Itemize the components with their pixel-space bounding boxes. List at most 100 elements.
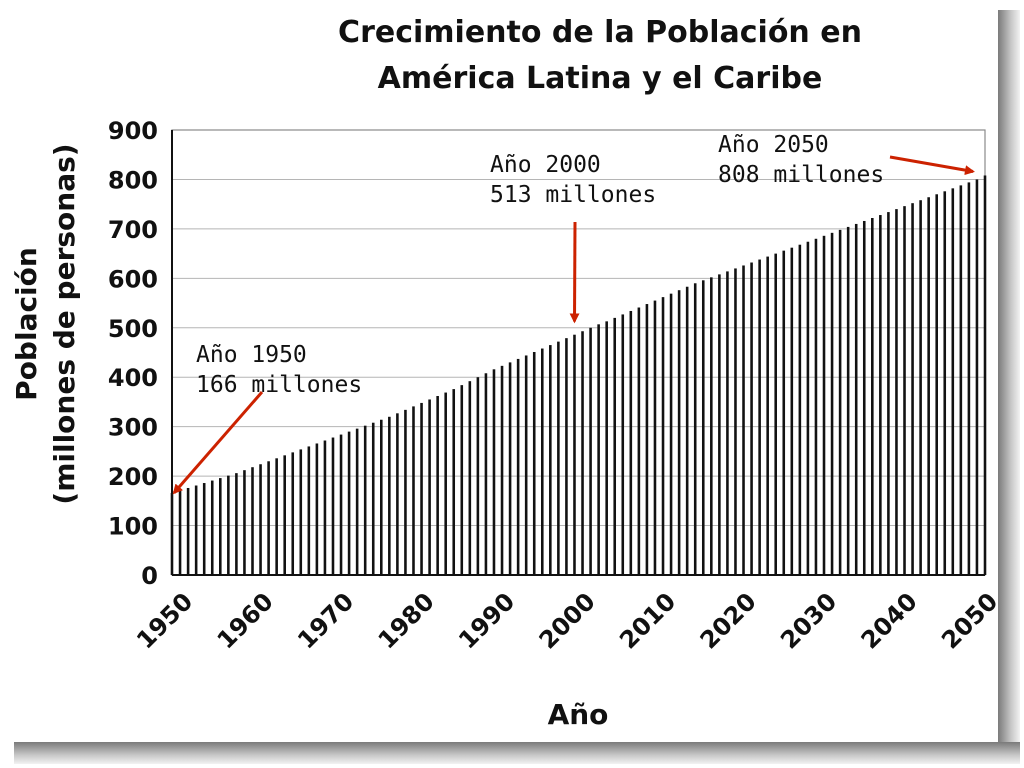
chart-title-line-1: Crecimiento de la Población en [338,15,862,50]
bar-2049 [967,182,971,575]
bar-1987 [468,381,472,575]
annotation-2050-arrow [889,155,975,176]
bar-1965 [291,452,295,575]
x-tick-label-2050: 2050 [936,587,998,654]
bar-1990 [492,369,496,575]
y-tick-label-300: 300 [108,414,158,442]
x-tick-label-2000: 2000 [534,587,601,654]
bar-1985 [452,389,456,575]
bar-1984 [444,392,447,575]
bar-2015 [693,283,697,575]
x-tick-label-2030: 2030 [775,587,842,654]
bar-2045 [935,194,938,575]
x-tick-label-1980: 1980 [373,587,440,654]
bar-2023 [758,259,761,575]
x-tick-label-2010: 2010 [614,587,681,654]
y-axis-title-line-2: (millones de personas) [48,143,81,504]
bar-2011 [661,297,665,575]
bar-1988 [476,377,480,575]
axes [171,130,985,576]
x-tick-label-2040: 2040 [856,587,923,654]
bar-2016 [701,280,705,575]
bar-1989 [484,373,488,575]
bar-2038 [879,215,882,576]
annotation-2050: Año 2050 808 millones [718,132,975,188]
y-tick-label-700: 700 [108,216,158,244]
y-tick-label-100: 100 [108,513,158,541]
bar-2000 [573,334,576,575]
bar-2040 [895,209,898,576]
bar-2008 [637,307,641,575]
bar-2021 [742,265,745,575]
bar-1978 [396,413,399,575]
chart-title-line-2: América Latina y el Caribe [378,61,823,96]
grid-lines [172,178,985,527]
bar-1951 [178,490,182,575]
bar-1993 [516,358,520,575]
bar-2006 [621,314,625,575]
bar-1959 [243,470,246,575]
bar-2009 [645,304,649,575]
bar-1999 [565,338,568,575]
drop-shadow-right [998,10,1020,756]
y-tick-label-400: 400 [108,364,158,392]
bar-2050 [975,179,979,575]
bar-2024 [766,256,769,575]
bar-2022 [750,262,753,575]
bar-1958 [235,473,238,575]
drop-shadow-bottom [14,742,1020,764]
bar-2036 [862,220,866,576]
bar-1966 [299,449,303,575]
bar-1967 [307,446,311,575]
bar-1960 [251,467,254,575]
x-tick-labels: 1950 1960 1970 1980 1990 2000 2010 2020 2030 2040… [131,587,998,654]
y-axis-title: Población (millones de personas) [10,143,81,504]
bar-2051 [983,175,987,576]
bar-2012 [669,293,673,575]
bar-1979 [404,409,407,575]
bar-2003 [597,324,600,575]
bar-2013 [677,290,681,575]
bar-1953 [194,485,198,575]
y-tick-label-500: 500 [108,315,158,343]
bar-2004 [605,321,608,575]
bar-2041 [903,206,906,575]
y-axis-title-line-1: Población [10,247,43,401]
bar-2007 [629,310,633,575]
y-tick-label-600: 600 [108,265,158,293]
bar-2027 [790,247,794,575]
y-tick-labels: 0 100 200 300 400 500 600 700 800 900 [108,117,158,590]
bar-1982 [428,399,431,575]
bar-1995 [532,352,536,575]
annotation-2000-value: 513 millones [490,182,656,208]
chart-svg: Crecimiento de la Población en América L… [10,15,998,731]
bar-2043 [919,200,922,575]
bar-2014 [685,286,689,575]
bar-1952 [186,487,190,575]
y-tick-label-800: 800 [108,166,158,194]
y-tick-label-200: 200 [108,463,158,491]
annotation-1950: Año 1950 166 millones [172,342,362,495]
bar-2005 [613,317,617,575]
annotation-1950-year: Año 1950 [196,342,307,368]
x-tick-label-1960: 1960 [212,587,279,654]
bar-1980 [412,406,415,575]
bar-1992 [508,362,512,575]
bar-1962 [267,461,270,575]
y-tick-label-900: 900 [108,117,158,145]
annotation-2050-year: Año 2050 [718,132,829,158]
plot-background [171,129,986,576]
bar-2039 [887,212,890,575]
bar-2029 [806,241,810,576]
bar-1998 [557,341,560,575]
x-tick-label-2020: 2020 [695,587,762,654]
bar-2046 [943,191,947,575]
bar-1963 [275,458,278,575]
bar-2018 [718,274,721,575]
annotation-1950-arrow [172,391,264,495]
bar-1964 [283,455,286,575]
bar-2035 [854,223,858,575]
bar-1973 [355,428,359,575]
bar-1957 [227,475,230,575]
bar-2031 [822,235,826,575]
